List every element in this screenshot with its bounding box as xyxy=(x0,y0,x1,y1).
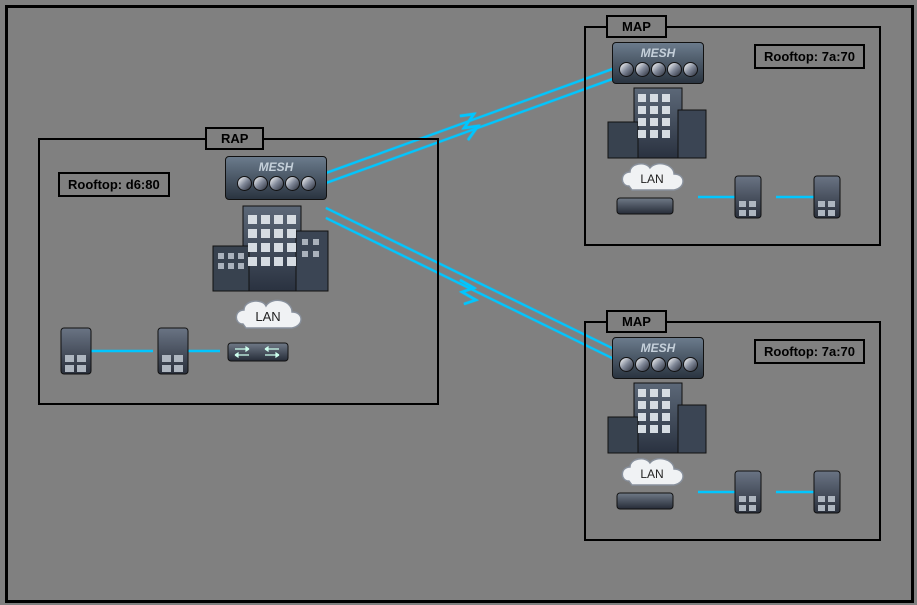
outer-frame: RAP Rooftop: d6:80 MESH xyxy=(5,5,914,603)
mesh-antenna-row xyxy=(226,176,326,191)
rap-lan-text: LAN xyxy=(255,309,280,324)
rap-server-1 xyxy=(58,325,96,380)
rap-mesh-device: MESH xyxy=(225,156,327,200)
rap-rooftop-label: Rooftop: d6:80 xyxy=(58,172,170,197)
map1-server-2 xyxy=(811,173,845,223)
map2-lan-text: LAN xyxy=(640,467,663,481)
map2-server-1 xyxy=(732,468,766,518)
rap-server-2 xyxy=(155,325,193,380)
map1-rooftop-label: Rooftop: 7a:70 xyxy=(754,44,865,69)
rap-title: RAP xyxy=(205,127,264,150)
map2-building-icon xyxy=(604,379,714,457)
map1-server-1 xyxy=(732,173,766,223)
map1-node: MAP Rooftop: 7a:70 MESH LAN xyxy=(584,26,881,246)
map2-rooftop-label: Rooftop: 7a:70 xyxy=(754,339,865,364)
map1-title: MAP xyxy=(606,15,667,38)
map2-title: MAP xyxy=(606,310,667,333)
map2-node: MAP Rooftop: 7a:70 MESH LAN xyxy=(584,321,881,541)
map2-switch-icon xyxy=(614,487,680,515)
map2-server-2 xyxy=(811,468,845,518)
map1-building-icon xyxy=(604,84,714,162)
map2-mesh-device: MESH xyxy=(612,337,704,379)
map2-mesh-text: MESH xyxy=(613,338,703,355)
rap-building-icon xyxy=(208,201,338,296)
map1-mesh-text: MESH xyxy=(613,43,703,60)
map1-switch-icon xyxy=(614,192,680,220)
rap-switch-icon xyxy=(225,335,295,367)
map1-mesh-device: MESH xyxy=(612,42,704,84)
rap-node: RAP Rooftop: d6:80 MESH xyxy=(38,138,439,405)
mesh-text: MESH xyxy=(226,157,326,174)
map1-lan-text: LAN xyxy=(640,172,663,186)
